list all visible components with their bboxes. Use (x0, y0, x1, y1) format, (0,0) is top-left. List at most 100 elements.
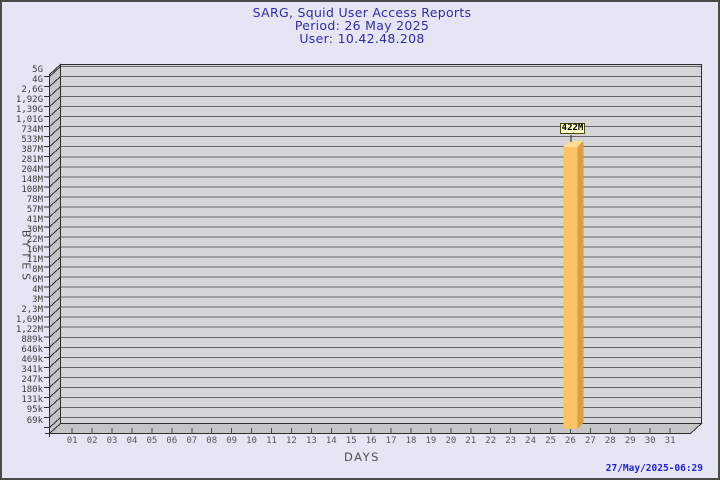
y-tick-label: 646k (21, 345, 43, 356)
x-tick-label: 30 (644, 436, 656, 446)
plot-wall (60, 64, 702, 424)
x-tick-label: 29 (624, 436, 636, 446)
y-tick-diagonal (49, 126, 61, 138)
x-tick-label: 03 (106, 436, 118, 446)
y-tick-diagonal (49, 66, 61, 77)
y-tick-diagonal (49, 356, 61, 368)
y-tick-diagonal (49, 106, 61, 117)
y-tick-label: 889k (21, 335, 43, 346)
y-tick-diagonal (49, 407, 61, 418)
y-tick-label: 2,6G (21, 84, 43, 95)
report-period: Period: 26 May 2025 (294, 18, 430, 33)
bar-value-label: 422M (560, 123, 585, 134)
y-tick-diagonal (49, 206, 61, 218)
y-tick-diagonal (49, 306, 61, 318)
x-tick-label: 24 (525, 436, 536, 446)
x-axis-title: DAYS (344, 450, 380, 464)
y-tick-diagonal (49, 266, 61, 278)
x-tick-label: 25 (545, 436, 556, 446)
y-tick-label: 148M (21, 174, 43, 185)
y-tick-diagonal (49, 397, 61, 408)
y-tick-diagonal (49, 186, 61, 198)
x-tick-label: 10 (246, 436, 257, 446)
y-tick-diagonal (49, 286, 61, 298)
x-tick-label: 22 (485, 436, 497, 446)
x-tick-label: 21 (465, 436, 477, 446)
x-tick-label: 13 (305, 436, 317, 446)
y-tick-diagonal (49, 146, 61, 158)
y-tick-diagonal (49, 326, 61, 338)
y-tick-label: 6M (32, 275, 43, 286)
y-tick-diagonal (49, 276, 61, 288)
y-tick-label: 5G (32, 64, 43, 75)
y-tick-diagonal (49, 216, 61, 228)
x-tick-label: 19 (425, 436, 437, 446)
bar-front-face (563, 147, 578, 429)
page-title: SARG, Squid User Access Reports (252, 5, 472, 20)
y-tick-label: 247k (21, 375, 43, 386)
x-tick-label: 07 (186, 436, 198, 446)
y-tick-label: 1,22M (15, 325, 43, 336)
bar-side-face (577, 141, 584, 429)
y-tick-diagonal (49, 226, 61, 238)
y-tick-diagonal (49, 256, 61, 268)
y-tick-label: 69k (26, 415, 43, 426)
y-tick-label: 11M (26, 255, 43, 266)
y-tick-label: 108M (21, 184, 43, 195)
bar-top-face (563, 141, 584, 147)
x-tick-label: 04 (126, 436, 138, 446)
x-tick-label: 26 (565, 436, 576, 446)
y-tick-label: 204M (21, 164, 43, 175)
y-tick-diagonal (49, 346, 61, 358)
y-tick-label: 180k (21, 385, 43, 396)
y-tick-diagonal (49, 196, 61, 208)
y-tick-diagonal (49, 336, 61, 348)
y-tick-diagonal (49, 156, 61, 168)
y-tick-label: 57M (26, 204, 43, 215)
y-tick-label: 1,92G (15, 94, 43, 105)
y-tick-label: 22M (26, 234, 43, 245)
report-user: User: 10.42.48.208 (299, 31, 425, 46)
y-tick-label: 281M (21, 154, 43, 165)
y-tick-label: 8M (32, 265, 43, 276)
x-tick-label: 12 (286, 436, 297, 446)
x-tick-label: 18 (405, 436, 417, 446)
y-tick-diagonal (49, 166, 61, 178)
generated-timestamp: 27/May/2025-06:29 (605, 463, 703, 474)
y-tick-label: 3M (32, 295, 43, 306)
x-tick-label: 28 (604, 436, 616, 446)
y-tick-label: 1,01G (15, 114, 43, 125)
x-tick-label: 23 (505, 436, 517, 446)
x-tick-label: 11 (266, 436, 277, 446)
y-tick-diagonal (49, 377, 61, 388)
x-tick-label: 01 (66, 436, 78, 446)
x-tick-label: 14 (325, 436, 337, 446)
y-tick-diagonal (49, 366, 61, 378)
x-tick-label: 20 (445, 436, 457, 446)
y-tick-diagonal (49, 387, 61, 398)
y-tick-diagonal (49, 176, 61, 188)
x-tick-label: 27 (584, 436, 596, 446)
x-tick-label: 06 (166, 436, 178, 446)
y-tick-diagonal (49, 116, 61, 128)
y-tick-label: 78M (26, 194, 43, 205)
y-tick-diagonal (49, 96, 61, 107)
y-tick-diagonal (49, 86, 61, 97)
y-tick-label: 95k (26, 405, 43, 416)
x-tick-label: 31 (664, 436, 676, 446)
y-tick-label: 341k (21, 365, 43, 376)
y-tick-label: 16M (26, 245, 43, 255)
y-tick-label: 41M (26, 214, 43, 225)
y-tick-label: 131k (21, 395, 43, 406)
y-tick-diagonal (49, 236, 61, 248)
x-tick-label: 15 (345, 436, 357, 446)
x-tick-label: 08 (206, 436, 218, 446)
y-tick-diagonal (49, 76, 61, 87)
floor-right-edge (690, 423, 702, 434)
y-tick-label: 4M (32, 285, 43, 296)
y-tick-label: 533M (21, 134, 43, 145)
y-tick-diagonal (49, 246, 61, 258)
y-tick-diagonal (49, 136, 61, 148)
